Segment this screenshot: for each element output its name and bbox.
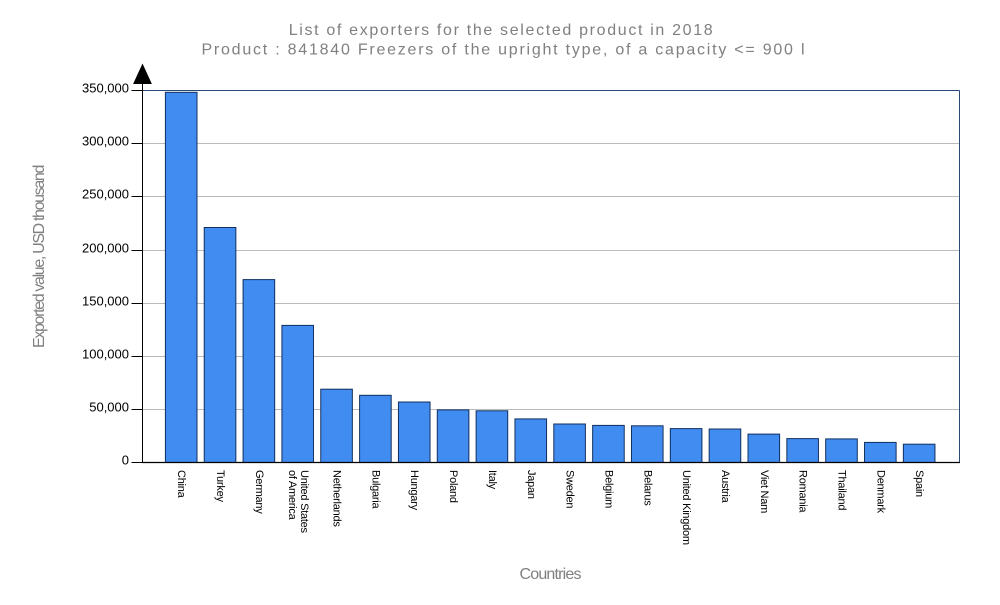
svg-text:Germany: Germany	[253, 470, 265, 514]
svg-text:150,000: 150,000	[82, 294, 129, 309]
svg-text:250,000: 250,000	[82, 187, 129, 202]
svg-text:Turkey: Turkey	[214, 470, 226, 502]
svg-text:Netherlands: Netherlands	[331, 470, 343, 527]
svg-text:Exported value, USD thousand: Exported value, USD thousand	[31, 165, 48, 348]
svg-text:100,000: 100,000	[82, 347, 129, 362]
svg-text:350,000: 350,000	[82, 81, 129, 96]
svg-text:200,000: 200,000	[82, 241, 129, 256]
svg-text:Italy: Italy	[486, 470, 498, 490]
svg-text:United States: United States	[298, 470, 310, 534]
svg-text:China: China	[175, 470, 187, 499]
svg-text:Viet Nam: Viet Nam	[758, 470, 770, 513]
svg-text:Sweden: Sweden	[564, 470, 576, 508]
svg-text:Countries: Countries	[520, 566, 582, 583]
svg-text:50,000: 50,000	[89, 400, 129, 415]
svg-text:of America: of America	[286, 470, 298, 521]
svg-text:Belarus: Belarus	[641, 470, 653, 506]
svg-text:Romania: Romania	[797, 470, 809, 513]
svg-text:List of exporters for the sele: List of exporters for the selected produ…	[289, 22, 713, 39]
svg-text:Japan: Japan	[525, 470, 537, 499]
svg-text:United Kingdom: United Kingdom	[680, 470, 692, 545]
svg-text:Austria: Austria	[719, 470, 731, 504]
svg-text:Denmark: Denmark	[874, 470, 886, 514]
svg-text:Spain: Spain	[913, 470, 925, 497]
svg-text:Belgium: Belgium	[602, 470, 614, 508]
svg-text:0: 0	[122, 453, 129, 468]
svg-text:Hungary: Hungary	[408, 470, 420, 511]
svg-text:300,000: 300,000	[82, 134, 129, 149]
svg-text:Poland: Poland	[447, 470, 459, 503]
svg-text:Product : 841840 Freezers of t: Product : 841840 Freezers of the upright…	[202, 41, 805, 58]
svg-text:Thailand: Thailand	[835, 470, 847, 510]
svg-text:Bulgaria: Bulgaria	[369, 470, 381, 509]
